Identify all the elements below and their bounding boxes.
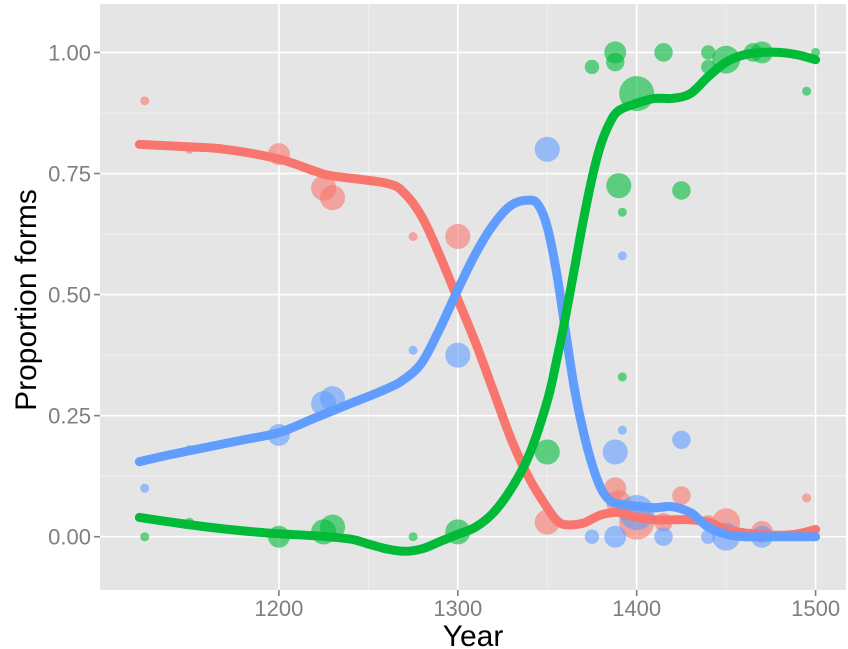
- x-axis-title: Year: [443, 620, 504, 649]
- data-point: [408, 532, 418, 542]
- data-point: [140, 483, 150, 493]
- data-point: [672, 430, 691, 450]
- data-point: [654, 43, 673, 62]
- smooth-lines: [134, 47, 821, 556]
- data-point: [802, 86, 812, 96]
- data-point: [672, 486, 691, 505]
- y-axis-title: Proportion forms: [10, 189, 43, 411]
- x-tick-label: 1300: [433, 596, 482, 621]
- x-tick-label: 1500: [791, 596, 840, 621]
- data-point: [654, 527, 673, 546]
- y-tick-label: 0.50: [48, 283, 91, 308]
- data-point: [672, 181, 691, 200]
- plot-panel: [100, 4, 846, 590]
- data-point: [617, 207, 627, 217]
- data-point: [140, 532, 150, 542]
- data-point: [602, 439, 628, 465]
- data-point: [584, 59, 600, 75]
- y-tick-label: 0.25: [48, 404, 91, 429]
- data-point: [445, 342, 471, 368]
- data-point: [604, 525, 627, 548]
- data-point: [534, 439, 560, 465]
- y-tick-label: 0.75: [48, 162, 91, 187]
- y-tick-label: 0.00: [48, 525, 91, 550]
- data-point: [802, 493, 812, 503]
- data-point: [617, 372, 627, 382]
- x-tick-label: 1200: [254, 596, 303, 621]
- data-point: [584, 529, 600, 544]
- x-tick-label: 1400: [612, 596, 661, 621]
- data-point: [320, 185, 346, 211]
- data-point: [534, 136, 560, 162]
- data-point: [606, 173, 632, 199]
- data-point: [605, 52, 625, 72]
- smooth-line: [134, 195, 821, 542]
- data-point: [408, 345, 418, 355]
- y-tick-label: 1.00: [48, 40, 91, 65]
- data-point: [617, 251, 627, 261]
- data-point: [140, 96, 150, 106]
- y-axis: 0.00 0.25 0.50 0.75 1.00: [48, 40, 100, 550]
- smooth-line: [134, 139, 821, 540]
- x-axis: 1200 1300 1400 1500: [254, 590, 840, 621]
- data-point: [617, 425, 627, 435]
- data-point: [701, 45, 716, 60]
- data-point: [408, 231, 418, 241]
- smooth-line: [134, 47, 821, 556]
- data-point: [445, 223, 471, 249]
